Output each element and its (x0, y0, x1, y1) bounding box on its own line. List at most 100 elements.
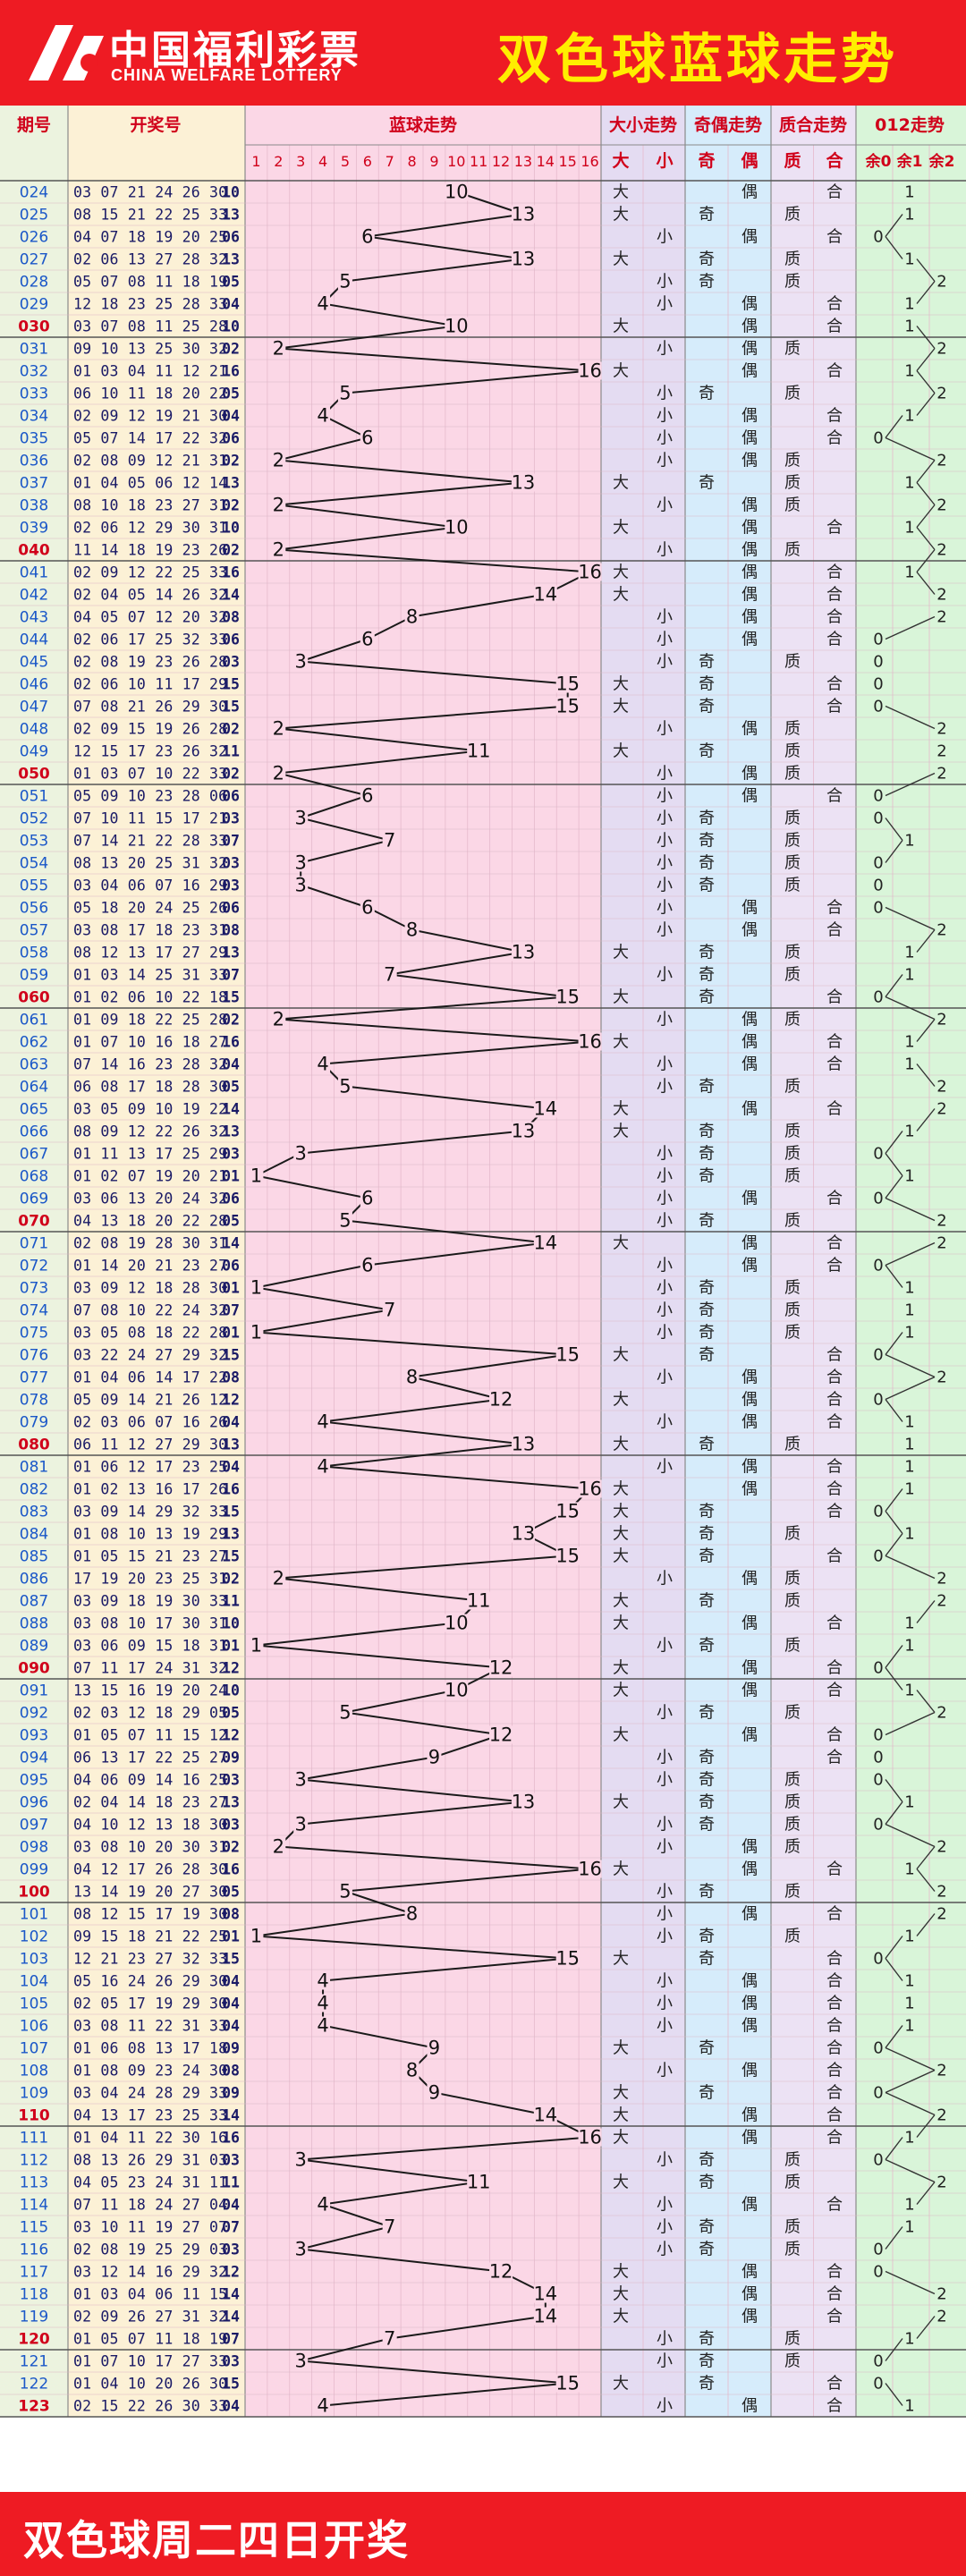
blue-trend-segment (344, 1711, 502, 1736)
size-mark: 小 (657, 1704, 673, 1723)
parity-mark: 偶 (741, 2263, 758, 2282)
size-mark: 小 (657, 1145, 673, 1164)
blue-ball-cell: 02 (222, 1012, 240, 1029)
parity-mark: 偶 (741, 1995, 758, 2013)
size-mark: 大 (613, 1793, 629, 1812)
blue-ball-cell: 09 (222, 2085, 240, 2102)
mod-trend-segment (885, 2226, 903, 2250)
parity-mark: 偶 (741, 608, 758, 627)
blue-ball-cell: 03 (222, 855, 240, 872)
prime-mark: 合 (826, 586, 843, 605)
red-balls-cell: 02 09 26 27 31 32 (73, 2309, 227, 2326)
parity-mark: 奇 (699, 1793, 715, 1812)
size-mark: 小 (657, 1301, 673, 1320)
mod-trend-segment (885, 1958, 903, 1981)
mod-mark: 1 (904, 1279, 914, 1298)
blue-number-header: 11 (470, 153, 487, 170)
blue-mark: 7 (384, 2328, 395, 2350)
blue-mark: 3 (295, 1769, 307, 1791)
blue-mark: 3 (295, 852, 307, 874)
red-balls-cell: 01 06 08 13 17 18 (73, 2040, 227, 2057)
mod-mark: 1 (904, 362, 914, 381)
size-mark: 小 (657, 452, 673, 470)
blue-mark: 9 (428, 1747, 440, 1768)
blue-ball-cell: 15 (222, 2376, 240, 2393)
red-balls-cell: 01 06 12 17 23 25 (73, 1459, 227, 1476)
period-cell: 041 (20, 564, 48, 582)
parity-mark: 奇 (699, 1301, 715, 1320)
size-mark: 大 (613, 250, 629, 269)
blue-mark-bg (427, 1748, 442, 1767)
parity-odd-label: 奇 (698, 150, 715, 171)
parity-mark: 偶 (741, 183, 758, 202)
period-cell: 064 (20, 1079, 48, 1097)
blue-trend-line (255, 191, 936, 2407)
blue-trend-segment (300, 794, 369, 819)
red-balls-cell: 01 03 04 11 12 21 (73, 363, 227, 380)
blue-trend-segment (278, 436, 369, 462)
mod-mark: 1 (904, 1301, 914, 1320)
blue-trend-segment (411, 1376, 502, 1401)
red-balls-cell: 01 11 13 17 25 29 (73, 1146, 227, 1163)
composite-label: 合 (826, 150, 843, 171)
blue-mark: 2 (273, 495, 284, 516)
logo-text-cn: 中国福利彩票 (109, 28, 361, 73)
prime-mark: 合 (826, 1905, 843, 1924)
red-balls-cell: 01 02 06 10 22 18 (73, 989, 227, 1006)
blue-trend-segment (278, 526, 457, 551)
blue-mark-bg (427, 2038, 442, 2057)
red-balls-cell: 05 07 14 17 22 32 (73, 430, 227, 447)
size-mark: 大 (613, 318, 629, 336)
parity-mark: 偶 (741, 1391, 758, 1410)
prime-mark: 合 (826, 988, 843, 1007)
blue-mark: 9 (428, 2082, 440, 2104)
mod-trend-segment (885, 2383, 903, 2406)
blue-ball-cell: 04 (222, 1414, 240, 1431)
table-header: 期号 开奖号 蓝球走势 大小走势 奇偶走势 质合走势 012走势 大 小 奇 偶… (17, 114, 954, 171)
blue-ball-cell: 06 (222, 1191, 240, 1208)
mod-mark: 1 (904, 2218, 914, 2237)
blue-ball-cell: 16 (222, 1481, 240, 1498)
blue-mark: 5 (339, 1881, 351, 1902)
blue-trend-segment (301, 1801, 524, 1826)
blue-mark-bg (271, 339, 286, 358)
parity-mark: 偶 (741, 340, 758, 359)
blue-mark-bg (578, 361, 602, 380)
prime-mark: 质 (784, 1167, 801, 1186)
blue-ball-cell: 08 (222, 2063, 240, 2080)
mod-mark: 1 (904, 407, 914, 426)
parity-mark: 奇 (699, 675, 715, 694)
mod-mark: 0 (873, 1816, 883, 1835)
size-mark: 小 (657, 787, 673, 806)
period-cell: 102 (20, 1928, 48, 1946)
blue-mark: 13 (512, 942, 536, 963)
blue-ball-cell: 13 (222, 207, 240, 224)
period-cell: 068 (20, 1168, 48, 1186)
period-cell: 047 (20, 699, 48, 716)
blue-number-header: 4 (318, 153, 327, 170)
blue-mark: 6 (361, 897, 373, 919)
blue-ball-cell: 06 (222, 430, 240, 447)
mod-mark: 0 (873, 2084, 883, 2103)
blue-mark-bg (293, 2351, 309, 2370)
period-cell: 105 (20, 1996, 48, 2013)
prime-mark: 合 (826, 2106, 843, 2125)
mod-trend-segment (916, 1846, 936, 1869)
mod-mark: 1 (904, 474, 914, 493)
mod-trend-segment (885, 1376, 936, 1401)
red-balls-cell: 04 13 18 20 22 28 (73, 1213, 227, 1230)
mod-mark: 0 (873, 1503, 883, 1521)
blue-trend-segment (256, 1309, 390, 1334)
mod-trend-segment (885, 1241, 936, 1267)
prime-mark: 合 (826, 1614, 843, 1633)
parity-mark: 奇 (699, 1547, 715, 1566)
red-balls-cell: 02 06 10 11 17 29 (73, 676, 227, 693)
red-balls-cell: 01 04 10 20 26 30 (73, 2376, 227, 2393)
period-cell: 079 (20, 1414, 48, 1432)
blue-mark-bg (555, 2374, 580, 2393)
red-balls-cell: 01 07 10 16 18 27 (73, 1034, 227, 1051)
blue-trend-segment (411, 1353, 568, 1378)
period-cell: 054 (20, 855, 48, 873)
size-mark: 大 (613, 362, 629, 381)
red-balls-cell: 07 14 16 23 28 32 (73, 1056, 227, 1073)
